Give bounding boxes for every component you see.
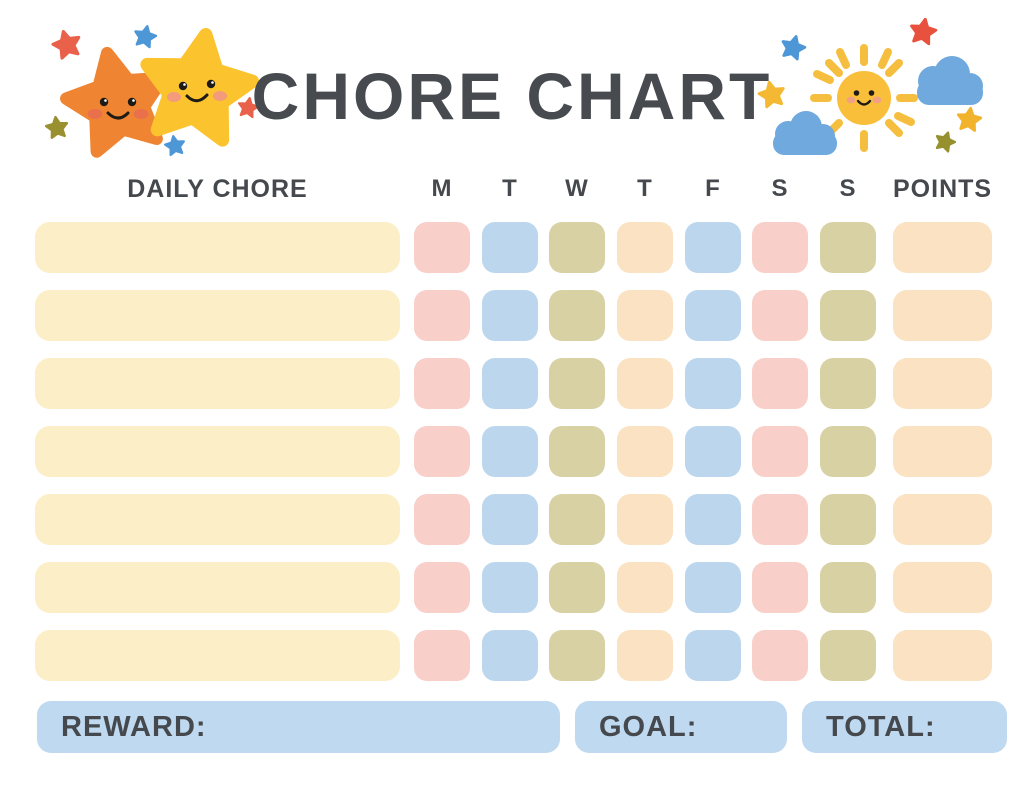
chore-name-input[interactable] [35,426,400,477]
points-cell[interactable] [893,358,992,409]
chore-name-input[interactable] [35,494,400,545]
day-cell[interactable] [752,562,808,613]
chore-name-input[interactable] [35,630,400,681]
day-cell[interactable] [752,630,808,681]
day-cell[interactable] [482,494,538,545]
sparkle-star-olive-icon [44,115,69,139]
day-cell[interactable] [414,630,470,681]
column-header-points: POINTS [893,175,993,203]
day-cell[interactable] [414,358,470,409]
reward-bar[interactable]: REWARD: [37,701,560,753]
day-cell[interactable] [752,222,808,273]
day-cell[interactable] [685,358,741,409]
day-cell[interactable] [820,562,876,613]
day-cell[interactable] [482,630,538,681]
day-cell[interactable] [820,426,876,477]
cloud-icon [773,111,837,155]
day-cell[interactable] [820,630,876,681]
column-header-day-7: S [839,175,857,202]
column-header-daily-chore: DAILY CHORE [127,175,308,203]
chore-name-input[interactable] [35,562,400,613]
sparkle-star-red-icon [238,97,260,119]
points-cell[interactable] [893,222,992,273]
stars-decoration [44,25,260,158]
points-cell[interactable] [893,630,992,681]
day-cell[interactable] [685,562,741,613]
column-header-day-2: T [502,175,518,202]
day-cell[interactable] [685,290,741,341]
day-cell[interactable] [549,222,605,273]
day-cell[interactable] [482,290,538,341]
sparkle-star-yellow-icon [757,80,785,109]
column-header-day-1: M [431,175,453,202]
day-cell[interactable] [617,222,673,273]
day-cell[interactable] [617,358,673,409]
chore-name-input[interactable] [35,222,400,273]
day-cell[interactable] [549,358,605,409]
day-cell[interactable] [752,358,808,409]
sparkle-star-blue-icon [781,35,807,61]
sparkle-star-red-icon [910,18,938,46]
day-cell[interactable] [617,426,673,477]
day-cell[interactable] [549,426,605,477]
chore-name-input[interactable] [35,358,400,409]
day-cell[interactable] [820,494,876,545]
day-cell[interactable] [414,426,470,477]
day-cell[interactable] [549,290,605,341]
column-header-day-6: S [771,175,789,202]
total-bar[interactable]: TOTAL: [802,701,1007,753]
day-cell[interactable] [617,290,673,341]
yellow-star-icon [140,27,260,147]
column-header-day-3: W [565,175,589,202]
day-cell[interactable] [414,222,470,273]
cloud-icon [917,56,983,105]
day-cell[interactable] [820,358,876,409]
day-cell[interactable] [685,494,741,545]
day-cell[interactable] [482,562,538,613]
sparkle-star-red-icon [51,29,81,60]
day-cell[interactable] [482,358,538,409]
goal-label: GOAL: [599,710,698,743]
sun-icon [810,44,918,152]
sparkle-star-olive-icon [935,131,957,153]
points-cell[interactable] [893,426,992,477]
column-header-day-4: T [637,175,653,202]
day-cell[interactable] [414,562,470,613]
day-cell[interactable] [414,290,470,341]
total-label: TOTAL: [826,710,936,743]
day-cell[interactable] [685,426,741,477]
reward-label: REWARD: [61,710,207,743]
page-title: CHORE CHART [251,59,773,133]
sparkle-star-blue-icon [163,135,185,157]
points-cell[interactable] [893,494,992,545]
day-cell[interactable] [617,630,673,681]
day-cell[interactable] [820,222,876,273]
day-cell[interactable] [752,494,808,545]
sparkle-star-blue-icon [134,25,158,49]
day-cell[interactable] [482,426,538,477]
day-cell[interactable] [685,222,741,273]
day-cell[interactable] [549,562,605,613]
sun-clouds-decoration [757,18,983,155]
points-cell[interactable] [893,562,992,613]
day-cell[interactable] [752,290,808,341]
day-cell[interactable] [549,630,605,681]
day-cell[interactable] [549,494,605,545]
day-cell[interactable] [685,630,741,681]
sparkle-star-yellow-icon [956,106,983,132]
day-cell[interactable] [414,494,470,545]
day-cell[interactable] [752,426,808,477]
day-cell[interactable] [482,222,538,273]
day-cell[interactable] [617,562,673,613]
goal-bar[interactable]: GOAL: [575,701,787,753]
day-cell[interactable] [820,290,876,341]
column-header-day-5: F [705,175,721,202]
points-cell[interactable] [893,290,992,341]
chore-name-input[interactable] [35,290,400,341]
day-cell[interactable] [617,494,673,545]
